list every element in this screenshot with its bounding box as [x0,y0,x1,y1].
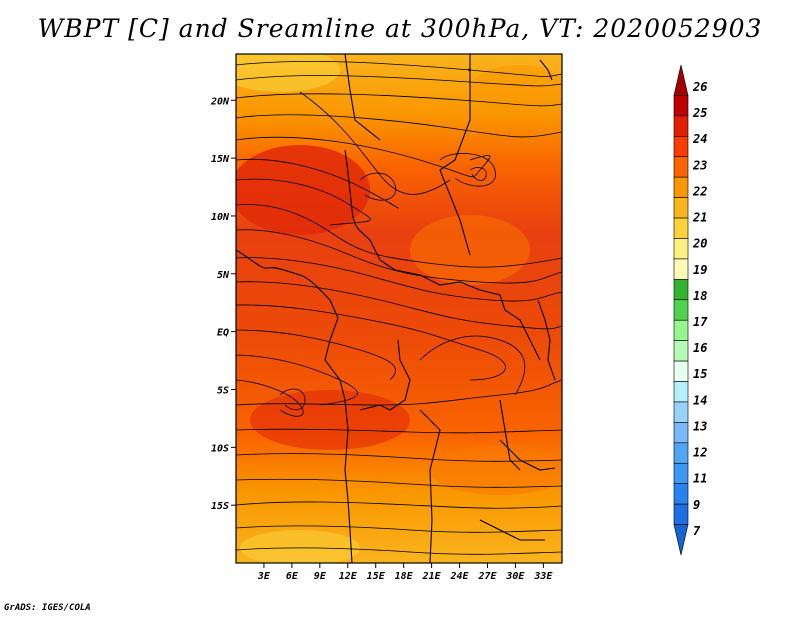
colorbar-swatch [673,503,689,525]
colorbar-level-label: 22 [692,184,707,198]
lon-tick-label: 24E [450,571,470,582]
colorbar-level-label: 16 [693,341,707,355]
lon-tick-label: 6E [286,571,299,582]
colorbar-level-label: 24 [692,132,707,146]
colorbar-swatch [673,483,689,505]
lat-tick-label: 10S [211,443,229,454]
map-plot-area [235,53,563,564]
colorbar-level-label: 7 [693,524,701,538]
colorbar-swatch [673,299,689,321]
colorbar-swatch [673,401,689,423]
colorbar-level-label: 15 [693,367,707,381]
colorbar-level-label: 26 [692,80,707,94]
colorbar-swatch [673,136,689,158]
colorbar-level-label: 11 [693,472,707,486]
colorbar: 26 25 24 23 22 21 20 19 18 17 16 15 14 13 12 11 9 7 [673,64,708,556]
map-frame [235,53,563,564]
colorbar-swatch [673,115,689,137]
colorbar-level-label: 17 [693,315,708,329]
colorbar-level-label: 21 [692,211,707,225]
lon-tick-label: 3E [257,571,271,582]
colorbar-swatch [673,462,689,484]
lat-tick-label: 10N [211,212,230,223]
colorbar-swatch [673,340,689,362]
colorbar-swatch [673,197,689,219]
colorbar-level-label: 12 [693,446,707,460]
country-borders [236,54,556,563]
lon-tick-label: 21E [422,571,442,582]
colorbar-swatch [673,442,689,464]
colorbar-swatch [673,381,689,403]
colorbar-level-label: 19 [693,263,707,277]
colorbar-swatch [673,217,689,239]
lon-tick-label: 15E [367,571,386,582]
colorbar-level-label: 13 [693,419,707,433]
streamlines [236,60,562,555]
colorbar-swatch [673,156,689,178]
lat-tick-label: 15N [211,154,230,165]
colorbar-level-label: 20 [692,237,707,251]
colorbar-swatch [673,176,689,198]
lat-tick-label: EQ [217,328,229,339]
lat-tick-label: 20N [210,96,230,107]
lon-tick-label: 9E [314,571,327,582]
lon-tick-label: 18E [395,571,414,582]
colorbar-level-label: 14 [693,393,707,407]
lat-tick-label: 5N [217,270,230,281]
colorbar-level-label: 25 [692,106,707,120]
colorbar-swatch [673,258,689,280]
colorbar-bottom-arrow [673,524,689,556]
colorbar-swatch [673,279,689,301]
lon-tick-label: 33E [533,571,553,582]
software-credit: GrADS: IGES/COLA [4,603,91,613]
colorbar-level-label: 23 [692,158,707,172]
lon-tick-label: 27E [477,571,497,582]
lat-tick-label: 15S [211,501,229,512]
colorbar-swatch [673,319,689,341]
lat-tick-label: 5S [217,385,229,396]
colorbar-swatch [673,95,689,117]
colorbar-swatch [673,360,689,382]
map-axes: 20N 15N 10N 5N EQ 5S 10S 15S 3E 6E 9E 12E 15E 18E 21E 2… [210,96,553,582]
colorbar-top-arrow [673,64,689,96]
colorbar-level-label: 18 [693,289,707,303]
colorbar-swatch [673,238,689,260]
lon-tick-label: 30E [505,571,525,582]
chart-title: WBPT [C] and Sreamline at 300hPa, VT: 20… [37,14,763,43]
colorbar-level-label: 9 [693,498,700,512]
lon-tick-label: 12E [339,571,358,582]
colorbar-swatch [673,422,689,444]
